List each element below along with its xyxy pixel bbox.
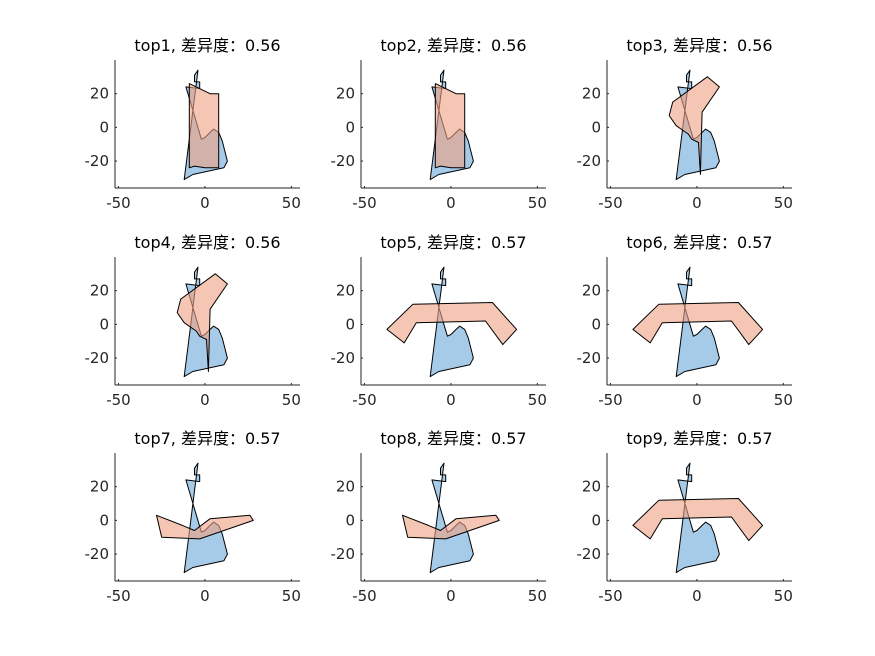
x-tick-label: 50 [774,391,793,409]
y-tick-label: -20 [577,349,602,367]
y-tick-label: 20 [90,478,109,496]
y-tick-label: 0 [99,511,109,529]
candidate-shape [434,83,466,169]
x-tick-label: 0 [692,194,702,212]
y-tick-label: 0 [345,315,355,333]
subplot: top8, 差异度：0.57 -50 0 50 20 0 -20 [331,429,547,605]
x-tick-label: 0 [692,391,702,409]
x-tick-label: -50 [598,194,623,212]
subplot-title: top1, 差异度：0.56 [134,36,280,55]
x-tick-label: 50 [528,587,547,605]
subplot: top9, 差异度：0.57 -50 0 50 20 0 -20 [577,429,793,605]
subplot: top7, 差异度：0.57 -50 0 50 20 0 -20 [85,429,301,605]
y-tick-label: -20 [577,152,602,170]
y-tick-label: -20 [577,545,602,563]
reference-shape [429,266,474,378]
x-tick-label: -50 [352,391,377,409]
subplot-title: top7, 差异度：0.57 [134,429,280,448]
x-tick-label: 50 [282,194,301,212]
y-tick-label: -20 [85,349,110,367]
y-tick-label: 20 [336,85,355,103]
x-tick-label: -50 [106,391,131,409]
subplot: top1, 差异度：0.56 -50 0 50 20 0 -20 [85,36,301,212]
candidate-shape [668,76,720,175]
x-tick-label: 0 [446,587,456,605]
x-tick-label: 50 [282,587,301,605]
x-tick-label: 50 [774,587,793,605]
y-tick-label: 0 [591,118,601,136]
x-tick-label: 0 [200,194,210,212]
y-tick-label: 20 [336,478,355,496]
x-tick-label: 0 [446,391,456,409]
y-tick-label: 20 [582,282,601,300]
subplot-title: top6, 差异度：0.57 [626,233,772,252]
subplot-title: top9, 差异度：0.57 [626,429,772,448]
y-tick-label: -20 [331,349,356,367]
candidate-shape [188,83,220,169]
subplot-title: top5, 差异度：0.57 [380,233,526,252]
y-tick-label: -20 [85,152,110,170]
x-tick-label: 0 [446,194,456,212]
x-tick-label: 50 [528,391,547,409]
x-tick-label: -50 [598,587,623,605]
y-tick-label: 0 [345,118,355,136]
y-tick-label: 20 [582,478,601,496]
candidate-shape [156,514,254,540]
x-tick-label: 50 [282,391,301,409]
y-tick-label: 0 [99,118,109,136]
x-tick-label: 0 [200,587,210,605]
subplot-title: top2, 差异度：0.56 [380,36,526,55]
y-tick-label: 0 [345,511,355,529]
subplot-title: top4, 差异度：0.56 [134,233,280,252]
y-tick-label: 20 [582,85,601,103]
x-tick-label: -50 [106,194,131,212]
y-tick-label: -20 [85,545,110,563]
y-tick-label: 20 [336,282,355,300]
reference-shape [675,69,720,181]
candidate-shape [176,273,228,372]
y-tick-label: 0 [591,511,601,529]
subplot: top4, 差异度：0.56 -50 0 50 20 0 -20 [85,233,301,409]
candidate-shape [632,498,764,542]
x-tick-label: 0 [200,391,210,409]
y-tick-label: 20 [90,282,109,300]
reference-shape [183,266,228,378]
subplot-title: top8, 差异度：0.57 [380,429,526,448]
x-tick-label: -50 [352,194,377,212]
reference-shape [675,462,720,574]
x-tick-label: -50 [598,391,623,409]
y-tick-label: -20 [331,545,356,563]
x-tick-label: -50 [352,587,377,605]
x-tick-label: 50 [528,194,547,212]
y-tick-label: 0 [99,315,109,333]
y-tick-label: 20 [90,85,109,103]
candidate-shape [402,514,500,540]
subplot: top2, 差异度：0.56 -50 0 50 20 0 -20 [331,36,547,212]
reference-shape [675,266,720,378]
y-tick-label: -20 [331,152,356,170]
x-tick-label: 50 [774,194,793,212]
x-tick-label: -50 [106,587,131,605]
candidate-shape [386,302,518,346]
candidate-shape [632,302,764,346]
y-tick-label: 0 [591,315,601,333]
subplot-title: top3, 差异度：0.56 [626,36,772,55]
subplot: top3, 差异度：0.56 -50 0 50 20 0 -20 [577,36,793,212]
x-tick-label: 0 [692,587,702,605]
subplot: top6, 差异度：0.57 -50 0 50 20 0 -20 [577,233,793,409]
subplot: top5, 差异度：0.57 -50 0 50 20 0 -20 [331,233,547,409]
